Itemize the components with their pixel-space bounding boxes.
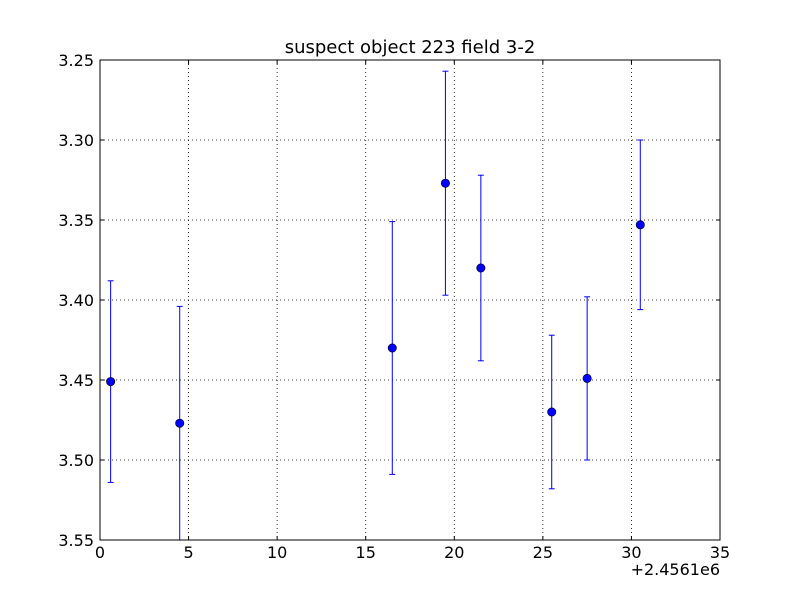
y-tick-label: 3.50: [58, 451, 94, 470]
y-tick-label: 3.30: [58, 131, 94, 150]
data-marker: [547, 407, 557, 417]
data-point: [476, 174, 486, 362]
y-tick-label: 3.35: [58, 211, 94, 230]
data-points: [106, 70, 645, 541]
y-tick-label: 3.40: [58, 291, 94, 310]
y-tick-label: 3.25: [58, 51, 94, 70]
data-point: [106, 280, 116, 483]
y-tick-label: 3.45: [58, 371, 94, 390]
x-tick-label: 5: [183, 543, 193, 562]
x-tick-label: 35: [710, 543, 730, 562]
data-point: [440, 70, 450, 296]
data-marker: [582, 373, 592, 383]
data-point: [175, 305, 185, 541]
x-tick-label: 0: [95, 543, 105, 562]
data-point: [547, 334, 557, 490]
y-tick-label: 3.55: [58, 531, 94, 550]
x-tick-label: 25: [533, 543, 553, 562]
data-marker: [440, 178, 450, 188]
plot-area-frame: [99, 59, 721, 541]
x-tick-label: 10: [267, 543, 287, 562]
x-tick-label: 30: [621, 543, 641, 562]
data-marker: [476, 263, 486, 273]
x-axis-offset-label: +2.4561e6: [631, 560, 720, 579]
data-marker: [106, 377, 116, 387]
data-point: [635, 139, 645, 311]
chart-title: suspect object 223 field 3-2: [285, 37, 536, 58]
x-tick-label: 15: [356, 543, 376, 562]
data-marker: [175, 418, 185, 428]
data-marker: [635, 220, 645, 230]
data-point: [582, 296, 592, 461]
data-marker: [387, 343, 397, 353]
x-tick-label: 20: [444, 543, 464, 562]
axis-ticks: 0 5 10 15 20 25 30 35 3.25 3.30 3.35 3.40 3.45 3.50 3.…: [58, 51, 730, 562]
data-point: [387, 221, 397, 475]
grid-lines: [100, 60, 720, 540]
